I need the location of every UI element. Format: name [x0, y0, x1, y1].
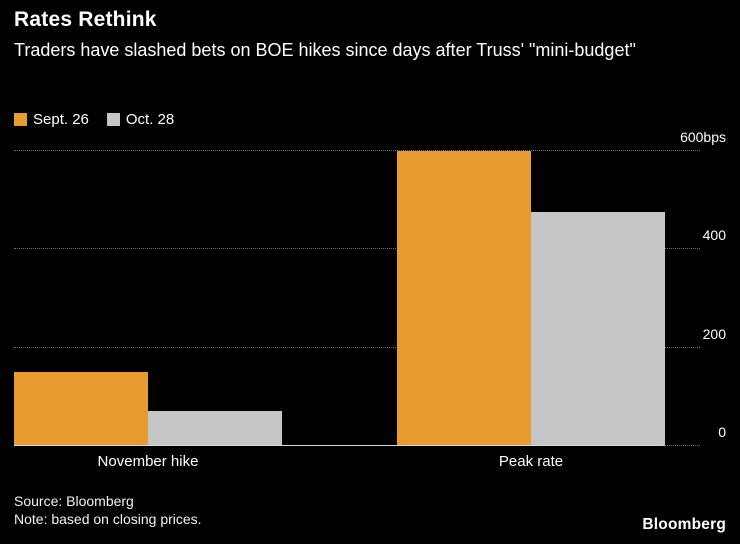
legend-item-oct-28: Oct. 28 — [106, 111, 175, 128]
legend-item-sept-26: Sept. 26 — [14, 111, 89, 128]
bar-oct-28-peak-rate — [531, 212, 665, 446]
chart-subtitle: Traders have slashed bets on BOE hikes s… — [14, 40, 636, 60]
legend-swatch — [106, 113, 120, 126]
gridline-400 — [14, 248, 700, 250]
x-axis-category-label-peak-rate: Peak rate — [498, 453, 564, 470]
legend-label: Sept. 26 — [33, 111, 89, 128]
note-line: Note: based on closing prices. — [14, 511, 202, 527]
x-axis-baseline — [14, 445, 663, 446]
legend-label: Oct. 28 — [125, 111, 175, 128]
bar-sept-26-peak-rate — [397, 150, 531, 446]
bloomberg-logo: Bloomberg — [642, 516, 726, 533]
y-axis-tick-label: 400 — [702, 227, 726, 244]
bar-oct-28-november-hike — [148, 410, 282, 446]
chart-legend: Sept. 26 Oct. 28 — [14, 111, 174, 128]
bar-sept-26-november-hike — [14, 372, 148, 446]
gridline-600 — [14, 149, 700, 151]
y-axis-tick-label: 200 — [702, 325, 726, 342]
chart-title: Rates Rethink — [14, 8, 157, 31]
gridline-200 — [14, 346, 700, 348]
y-axis-tick-label: 0 — [718, 424, 726, 440]
y-axis-tick-label: 600bps — [680, 128, 726, 145]
legend-swatch — [14, 113, 27, 126]
source-line: Source: Bloomberg — [14, 493, 134, 509]
plot-area: 600bps 400 200 0 November hike Peak rate — [14, 129, 726, 470]
x-axis-category-label-november-hike: November hike — [97, 453, 199, 470]
